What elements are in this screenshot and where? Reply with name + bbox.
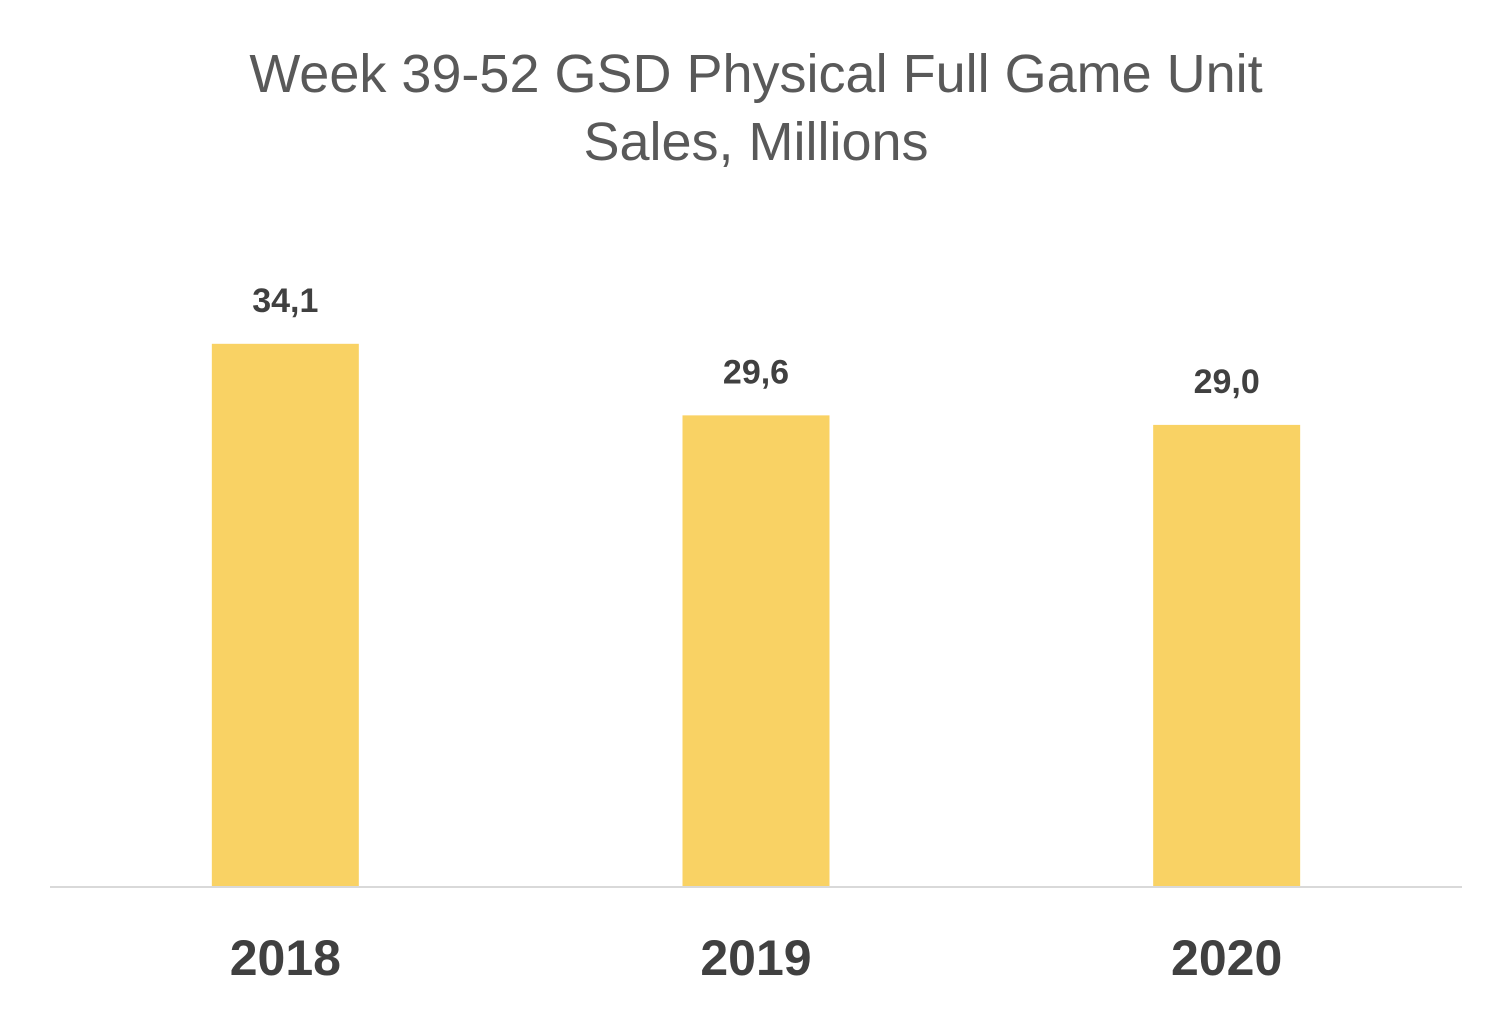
- chart-title-line-2: Sales, Millions: [583, 112, 929, 172]
- bar-2020: [1153, 424, 1301, 886]
- data-label-2018: 34,1: [252, 282, 318, 320]
- category-label-2020: 2020: [1171, 930, 1282, 986]
- category-label-2019: 2019: [700, 930, 811, 986]
- bar-2019: [682, 415, 830, 886]
- chart-title-line-1: Week 39-52 GSD Physical Full Game Unit: [249, 44, 1263, 104]
- bar-2018: [211, 343, 359, 886]
- data-label-2020: 29,0: [1194, 363, 1260, 401]
- data-label-2019: 29,6: [723, 353, 789, 391]
- chart-title: Week 39-52 GSD Physical Full Game Unit S…: [0, 40, 1512, 176]
- category-label-2018: 2018: [230, 930, 341, 986]
